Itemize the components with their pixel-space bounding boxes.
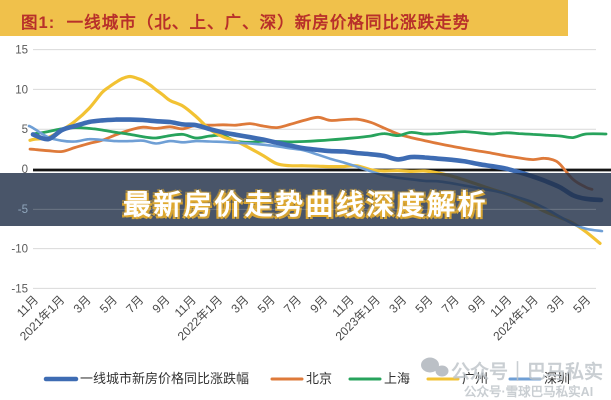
svg-text:-5: -5: [18, 204, 28, 216]
svg-text:广州: 广州: [462, 371, 488, 386]
svg-text:0: 0: [22, 164, 28, 176]
svg-text:5: 5: [22, 124, 28, 136]
svg-text:一线城市新房价格同比涨跌幅: 一线城市新房价格同比涨跌幅: [80, 371, 249, 386]
svg-text:-10: -10: [11, 244, 28, 256]
svg-text:北京: 北京: [306, 371, 332, 386]
svg-text:10: 10: [15, 84, 28, 96]
svg-text:上海: 上海: [384, 371, 410, 386]
svg-text:-15: -15: [11, 283, 28, 295]
svg-text:深圳: 深圳: [544, 371, 570, 386]
svg-text:15: 15: [15, 45, 28, 57]
